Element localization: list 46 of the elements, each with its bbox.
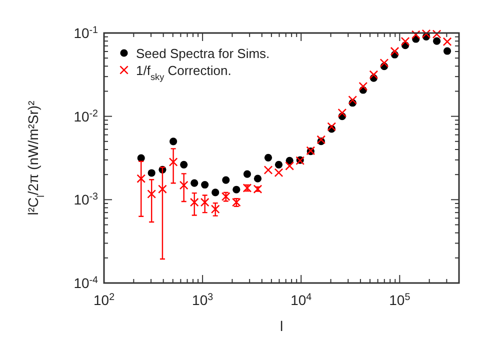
legend-label: 1/f$_{sky}$ Correction. xyxy=(136,63,232,82)
point xyxy=(137,154,145,162)
y-tick-label: 10$^{-4}$ xyxy=(74,274,99,291)
point xyxy=(348,96,358,104)
point xyxy=(158,184,167,194)
x-axis-title: l xyxy=(280,318,284,334)
y-tick-label: 10$^{-1}$ xyxy=(74,24,98,41)
point xyxy=(316,135,326,144)
point xyxy=(380,58,389,68)
point xyxy=(286,156,294,164)
point xyxy=(432,37,441,45)
point xyxy=(210,204,220,214)
point xyxy=(180,160,188,168)
point xyxy=(212,188,220,196)
x-tick-label: 10$^{5}$ xyxy=(389,292,411,308)
point xyxy=(232,186,240,194)
point xyxy=(222,176,230,184)
point xyxy=(443,47,452,55)
point xyxy=(442,37,452,46)
y-tick-label: 10$^{-3}$ xyxy=(74,191,99,208)
point xyxy=(264,154,272,162)
point xyxy=(264,166,273,174)
point xyxy=(147,190,156,198)
point xyxy=(338,108,347,118)
point xyxy=(190,179,198,187)
point xyxy=(179,180,188,190)
point xyxy=(274,168,284,178)
point xyxy=(390,46,400,56)
point xyxy=(148,169,156,177)
y-tick-label: 10$^{-2}$ xyxy=(74,108,98,124)
point xyxy=(400,36,410,46)
x-tick-label: 10$^{2}$ xyxy=(93,292,115,308)
point xyxy=(243,170,252,178)
point xyxy=(170,138,178,146)
x-tick-label: 10$^{4}$ xyxy=(290,292,312,308)
point xyxy=(274,160,283,168)
point xyxy=(369,70,378,80)
point xyxy=(327,122,336,132)
x-tick-label: 10$^{3}$ xyxy=(192,292,214,308)
legend-label: Seed Spectra for Sims. xyxy=(136,46,270,61)
point xyxy=(358,82,368,91)
point xyxy=(168,158,178,166)
point xyxy=(136,174,146,184)
point xyxy=(285,161,294,170)
point xyxy=(254,174,262,182)
point xyxy=(201,180,209,189)
